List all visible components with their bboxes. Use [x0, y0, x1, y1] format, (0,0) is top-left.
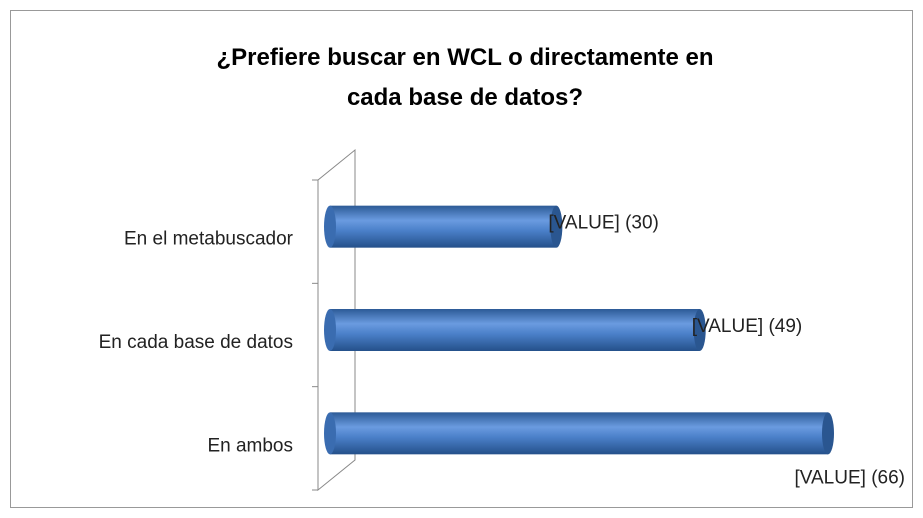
bar: [330, 412, 828, 455]
data-label: [VALUE] (30): [548, 213, 659, 234]
bar-cap: [550, 205, 563, 248]
chart-border: [10, 10, 913, 508]
bar: [330, 205, 557, 248]
bar: [330, 309, 700, 351]
y-tick-label: En ambos: [207, 435, 293, 456]
bar-cap: [822, 412, 834, 455]
bar-cap: [324, 309, 336, 351]
bar-cap: [324, 412, 336, 455]
y-tick-label: En cada base de datos: [99, 332, 293, 353]
bar-cap: [324, 205, 336, 248]
bar-cap: [693, 309, 706, 351]
data-label: [VALUE] (66): [794, 467, 905, 488]
data-label: [VALUE] (49): [692, 316, 803, 337]
chart-title: ¿Prefiere buscar en WCL o directamente e…: [216, 44, 714, 111]
y-tick-label: En el metabuscador: [124, 229, 294, 250]
